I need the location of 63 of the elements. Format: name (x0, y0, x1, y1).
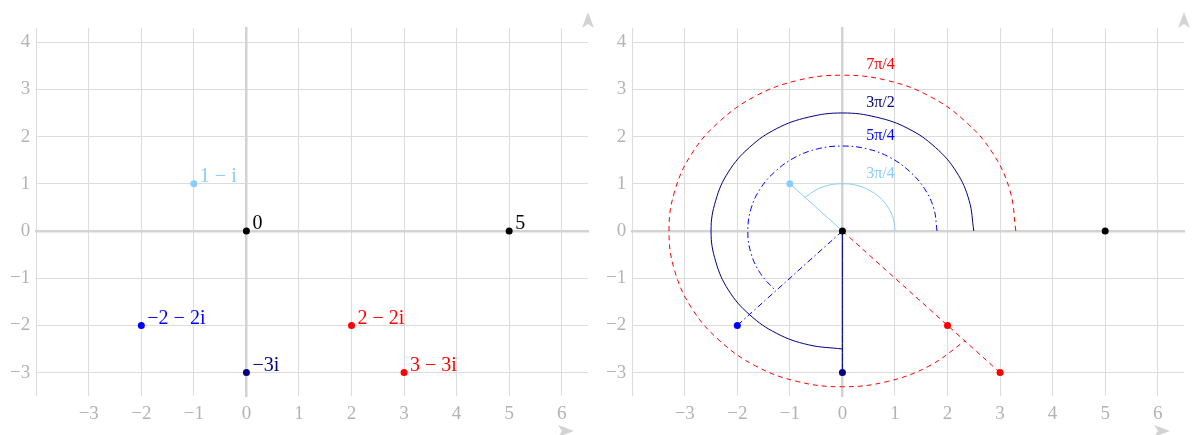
point (242, 227, 250, 235)
series-label: 3π/2 (866, 93, 895, 111)
annotation: −2 − 2i (147, 305, 206, 328)
x-tick-label: −2 (727, 401, 748, 423)
x-tick-label: −2 (131, 401, 152, 423)
y-tick-label: 3 (20, 77, 31, 99)
x-tick-label: 6 (1152, 401, 1163, 423)
x-tick-label: 6 (556, 401, 567, 423)
y-tick-label: 4 (20, 30, 31, 52)
x-tick-label: 0 (241, 401, 252, 423)
x-tick-label: −3 (78, 401, 99, 423)
line-series (668, 74, 1017, 388)
y-tick-label: −2 (10, 313, 31, 335)
x-tick-label: 3 (995, 401, 1005, 423)
point (137, 321, 145, 329)
point (838, 369, 846, 377)
annotation: 5 (515, 211, 526, 234)
y-tick-label: 1 (616, 171, 627, 193)
point (733, 321, 741, 329)
point (1101, 227, 1109, 235)
point (996, 369, 1004, 377)
annotation: 3 − 3i (410, 352, 458, 375)
annotation: 0 (252, 211, 263, 234)
y-tick-label: −3 (606, 360, 627, 382)
y-tick-label: −3 (10, 360, 31, 382)
y-tick-label: 2 (20, 124, 31, 146)
x-tick-label: 1 (294, 401, 304, 423)
point (348, 321, 356, 329)
annotation: −3i (252, 352, 280, 375)
x-tick-label: −1 (183, 401, 204, 423)
y-tick-label: 0 (20, 218, 31, 240)
x-tick-label: −1 (779, 401, 800, 423)
point (400, 369, 408, 377)
x-tick-label: 2 (346, 401, 357, 423)
y-tick-label: 0 (616, 218, 627, 240)
y-tick-label: −1 (10, 266, 31, 288)
point (505, 227, 513, 235)
x-tick-label: −3 (674, 401, 695, 423)
x-tick-label: 5 (504, 401, 514, 423)
series-label: 5π/4 (866, 126, 895, 144)
y-tick-label: −2 (606, 313, 627, 335)
series-label: 3π/4 (866, 163, 895, 181)
line-series (747, 145, 938, 292)
y-tick-label: 3 (616, 77, 627, 99)
point (190, 180, 198, 188)
point (786, 180, 794, 188)
y-tick-label: 4 (616, 30, 627, 52)
point (242, 369, 250, 377)
annotation: 1 − i (199, 164, 238, 187)
x-tick-label: 4 (1047, 401, 1058, 423)
series-label: 7π/4 (866, 55, 895, 73)
point (838, 227, 846, 235)
x-tick-label: 1 (890, 401, 900, 423)
annotation: 2 − 2i (357, 305, 405, 328)
y-tick-label: −1 (606, 266, 627, 288)
point (944, 321, 952, 329)
x-tick-label: 2 (942, 401, 953, 423)
x-tick-label: 0 (837, 401, 848, 423)
x-tick-label: 5 (1100, 401, 1110, 423)
y-tick-label: 1 (20, 171, 31, 193)
x-tick-label: 3 (399, 401, 409, 423)
y-tick-label: 2 (616, 124, 627, 146)
x-tick-label: 4 (451, 401, 462, 423)
